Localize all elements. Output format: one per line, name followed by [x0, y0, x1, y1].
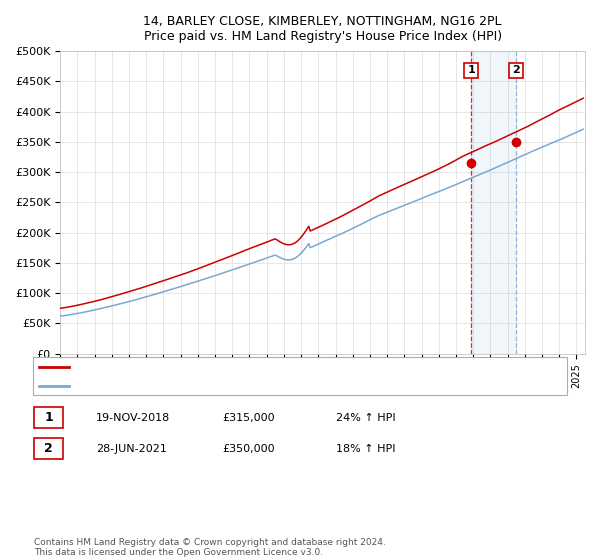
Text: 1: 1: [467, 66, 475, 76]
Text: 19-NOV-2018: 19-NOV-2018: [96, 413, 170, 423]
Text: 2: 2: [44, 442, 53, 455]
Text: HPI: Average price, detached house, Broxtowe: HPI: Average price, detached house, Brox…: [75, 381, 317, 391]
Text: 24% ↑ HPI: 24% ↑ HPI: [336, 413, 395, 423]
Text: 14, BARLEY CLOSE, KIMBERLEY, NOTTINGHAM, NG16 2PL (detached house): 14, BARLEY CLOSE, KIMBERLEY, NOTTINGHAM,…: [75, 362, 467, 372]
Text: 1: 1: [44, 411, 53, 424]
Text: £350,000: £350,000: [222, 444, 275, 454]
Bar: [471, 51, 516, 353]
Text: 28-JUN-2021: 28-JUN-2021: [96, 444, 167, 454]
Text: 2: 2: [512, 66, 520, 76]
Text: Contains HM Land Registry data © Crown copyright and database right 2024.
This d: Contains HM Land Registry data © Crown c…: [34, 538, 386, 557]
Text: £315,000: £315,000: [222, 413, 275, 423]
Text: 18% ↑ HPI: 18% ↑ HPI: [336, 444, 395, 454]
Title: 14, BARLEY CLOSE, KIMBERLEY, NOTTINGHAM, NG16 2PL
Price paid vs. HM Land Registr: 14, BARLEY CLOSE, KIMBERLEY, NOTTINGHAM,…: [143, 15, 502, 43]
